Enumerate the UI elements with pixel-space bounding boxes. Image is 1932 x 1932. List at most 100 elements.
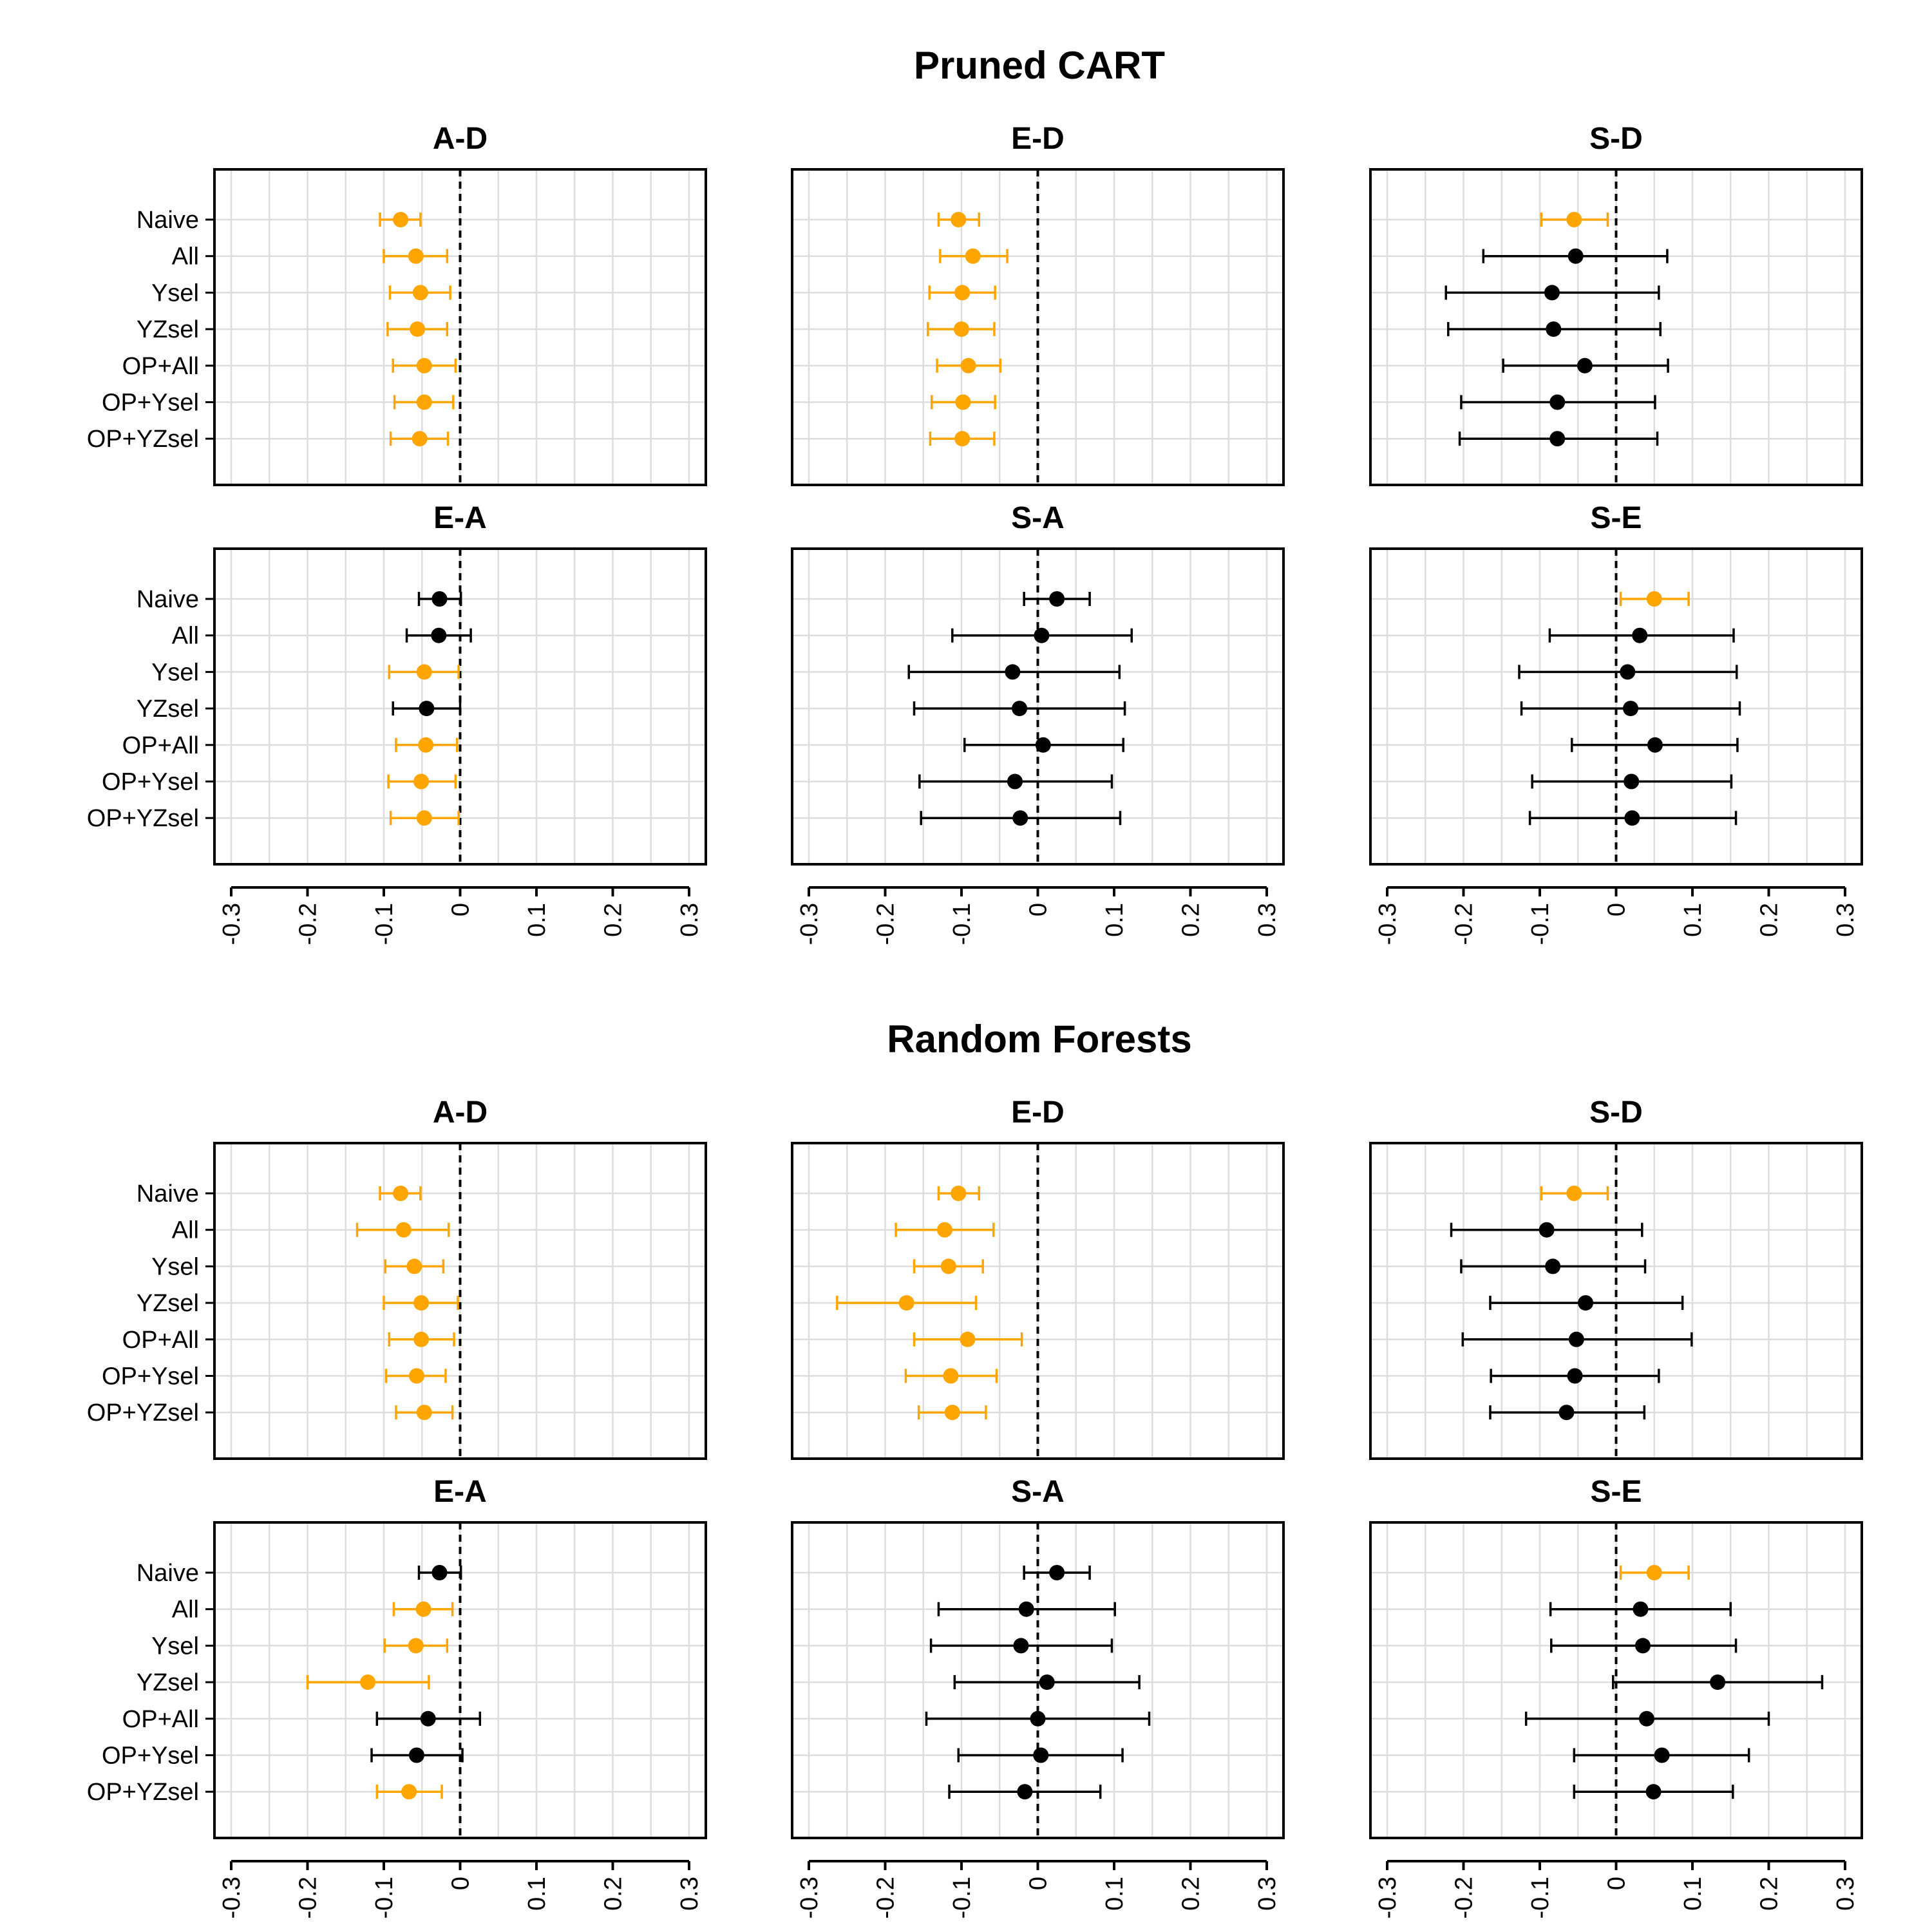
point-estimate: [954, 431, 971, 447]
category-label: OP+YZsel: [87, 1399, 199, 1426]
x-tick-label: 0: [1604, 1877, 1631, 1890]
category-label: Ysel: [151, 1633, 199, 1660]
category-label: Naive: [137, 1560, 199, 1587]
point-estimate: [1013, 1638, 1029, 1654]
point-estimate: [1634, 1638, 1651, 1654]
estimate-ysel: [1460, 1258, 1647, 1274]
point-estimate: [954, 321, 969, 337]
estimate-naive: [1540, 1186, 1609, 1201]
point-estimate: [419, 701, 435, 717]
point-estimate: [1566, 212, 1582, 227]
estimate-all: [939, 248, 1009, 264]
estimate-op-plus-all: [925, 1710, 1151, 1727]
panel-S-A: S-A -0.3 -0.2 -0.1 0 0.1 0.2 0.3: [791, 501, 1285, 945]
point-estimate: [408, 248, 424, 264]
estimate-op-plus-ysel: [931, 394, 996, 410]
estimate-op-plus-ysel: [957, 1747, 1124, 1763]
section-title: Pruned CART: [914, 44, 1165, 87]
estimate-yzsel: [927, 321, 996, 337]
x-tick-label: 0.2: [1178, 903, 1205, 937]
estimate-op-plus-yzsel: [917, 1405, 987, 1421]
estimate-yzsel: [306, 1674, 430, 1690]
estimate-op-plus-yzsel: [389, 431, 450, 447]
point-estimate: [1645, 1784, 1662, 1800]
estimate-ysel: [383, 1638, 449, 1654]
estimate-op-plus-yzsel: [395, 1405, 454, 1421]
x-tick-label: 0.1: [1101, 903, 1128, 937]
panel-title: S-E: [1590, 501, 1642, 535]
x-tick-label: 0: [1025, 1877, 1052, 1890]
x-axis: -0.3 -0.2 -0.1 0 0.1 0.2 0.3: [1374, 1860, 1859, 1918]
point-estimate: [1017, 1784, 1033, 1800]
category-label: OP+All: [122, 1706, 199, 1733]
panel-frame: [213, 1142, 707, 1460]
x-axis: -0.3 -0.2 -0.1 0 0.1 0.2 0.3: [218, 1860, 703, 1918]
estimate-yzsel: [392, 701, 462, 717]
x-tick-label: -0.3: [218, 903, 245, 945]
x-tick-label: -0.3: [796, 1877, 823, 1918]
estimate-ysel: [913, 1258, 984, 1274]
category-label: YZsel: [137, 1669, 199, 1696]
point-estimate: [951, 212, 967, 227]
x-tick-label: -0.2: [873, 903, 900, 945]
point-estimate: [431, 627, 447, 643]
estimate-op-plus-all: [1461, 1331, 1693, 1347]
estimate-op-plus-ysel: [918, 773, 1113, 790]
estimate-all: [1549, 1601, 1732, 1617]
panel-title: E-D: [1011, 1095, 1065, 1130]
point-estimate: [393, 1186, 409, 1201]
point-estimate: [1545, 1258, 1561, 1274]
x-tick-label: -0.2: [873, 1877, 900, 1918]
estimate-op-plus-all: [1524, 1710, 1770, 1727]
point-estimate: [408, 1747, 424, 1763]
point-estimate: [431, 591, 448, 607]
point-estimate: [1624, 810, 1640, 826]
point-estimate: [1035, 737, 1051, 753]
point-estimate: [1567, 248, 1584, 264]
point-estimate: [393, 212, 409, 227]
estimate-yzsel: [1447, 321, 1662, 337]
point-estimate: [416, 394, 432, 410]
point-estimate: [1544, 285, 1560, 301]
panel-frame: [1369, 1142, 1863, 1460]
category-label: All: [172, 1217, 199, 1244]
estimate-op-plus-yzsel: [1458, 431, 1659, 447]
panel-title: E-A: [433, 1475, 487, 1509]
panel-E-D: E-D: [791, 122, 1285, 486]
estimate-yzsel: [1612, 1674, 1824, 1690]
estimate-op-plus-ysel: [370, 1747, 464, 1763]
estimate-naive: [379, 212, 422, 227]
point-estimate: [1566, 1186, 1582, 1201]
category-label: OP+YZsel: [87, 426, 199, 453]
x-tick-label: 0: [1025, 903, 1052, 916]
point-estimate: [416, 810, 432, 826]
point-estimate: [1647, 737, 1663, 753]
point-estimate: [1034, 627, 1050, 643]
estimate-all: [383, 248, 449, 264]
section-title: Random Forests: [887, 1018, 1191, 1061]
estimate-yzsel: [1520, 701, 1741, 717]
panel-frame: [213, 547, 707, 866]
x-tick-label: 0.2: [1756, 1877, 1783, 1911]
estimate-op-plus-ysel: [393, 394, 455, 410]
point-estimate: [951, 1186, 967, 1201]
x-tick-label: -0.2: [295, 1877, 322, 1918]
panel-title: S-A: [1011, 1475, 1065, 1509]
estimate-op-plus-yzsel: [929, 431, 996, 447]
x-axis: -0.3 -0.2 -0.1 0 0.1 0.2 0.3: [1374, 886, 1859, 945]
x-tick-label: -0.3: [1374, 1877, 1401, 1918]
x-tick-label: -0.2: [1451, 1877, 1478, 1918]
x-tick-label: 0.1: [524, 903, 551, 937]
point-estimate: [1710, 1674, 1726, 1690]
estimate-op-plus-ysel: [904, 1368, 998, 1384]
estimate-op-plus-all: [388, 1331, 455, 1347]
point-estimate: [965, 248, 981, 264]
point-estimate: [943, 1368, 959, 1384]
estimate-naive: [937, 1186, 981, 1201]
estimate-op-plus-yzsel: [1489, 1405, 1646, 1421]
point-estimate: [431, 1565, 448, 1580]
estimate-yzsel: [953, 1674, 1141, 1690]
estimate-yzsel: [383, 1295, 459, 1311]
panel-E-D: E-D: [791, 1095, 1285, 1460]
